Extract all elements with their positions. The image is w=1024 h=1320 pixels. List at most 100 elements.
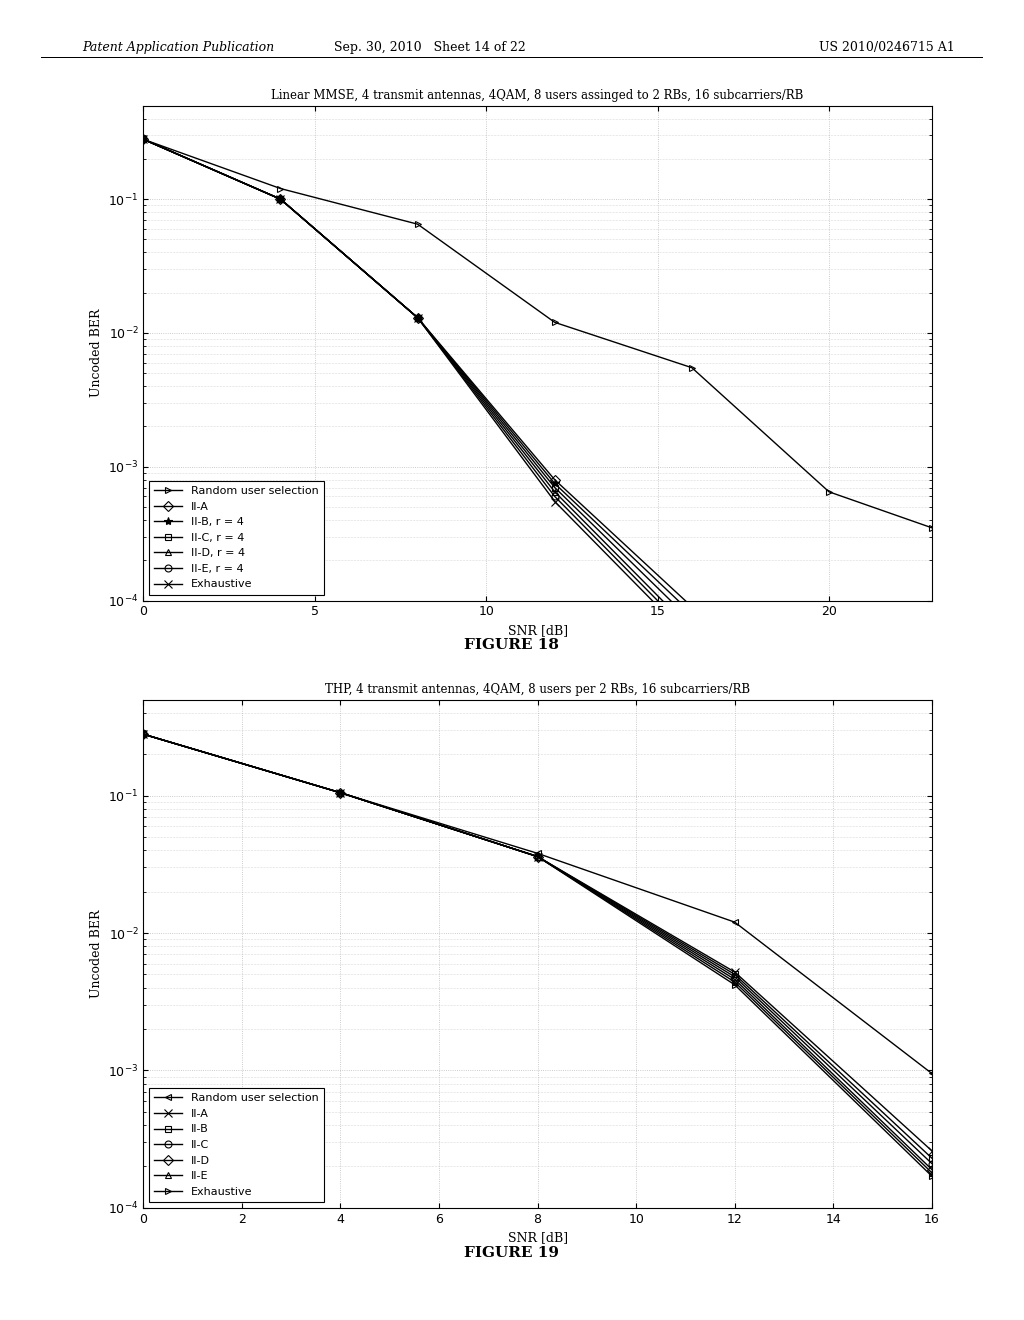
Legend: Random user selection, II-A, II-B, II-C, II-D, II-E, Exhaustive: Random user selection, II-A, II-B, II-C,… [148,1088,325,1203]
II-D [926,1162,938,1177]
II-D [531,849,544,865]
Line: II-B: II-B [140,731,935,1162]
Line: II-E: II-E [140,731,935,1176]
Random user selection [926,1065,938,1081]
Line: Exhaustive: Exhaustive [139,135,936,771]
II-C, r = 4 [137,132,150,148]
Exhaustive [137,132,150,148]
II-E, r = 4 [137,132,150,148]
Exhaustive [334,785,346,801]
Text: Patent Application Publication: Patent Application Publication [82,41,274,54]
II-D, r = 4 [823,733,836,748]
II-C, r = 4 [926,743,938,759]
Y-axis label: Uncoded BER: Uncoded BER [89,909,102,998]
Exhaustive [926,1168,938,1184]
II-A [729,964,741,979]
II-C, r = 4 [549,479,561,495]
II-D [137,726,150,742]
II-C, r = 4 [274,191,287,207]
II-B, r = 4 [926,738,938,754]
II-A [823,715,836,731]
II-C, r = 4 [412,310,424,326]
Line: Random user selection: Random user selection [140,136,935,531]
Exhaustive [823,743,836,759]
II-C [137,726,150,742]
II-E, r = 4 [823,738,836,754]
II-C [729,969,741,985]
Line: II-D: II-D [140,731,935,1173]
Title: Linear MMSE, 4 transmit antennas, 4QAM, 8 users assinged to 2 RBs, 16 subcarrier: Linear MMSE, 4 transmit antennas, 4QAM, … [271,88,804,102]
II-B [137,726,150,742]
II-B, r = 4 [549,475,561,491]
Text: US 2010/0246715 A1: US 2010/0246715 A1 [819,41,955,54]
II-E, r = 4 [412,310,424,326]
Random user selection [274,181,287,197]
Line: Random user selection: Random user selection [140,731,935,1077]
II-C [531,849,544,865]
II-A [531,849,544,865]
Exhaustive [729,977,741,993]
Exhaustive [926,758,938,774]
Line: II-B, r = 4: II-B, r = 4 [139,135,936,750]
Line: II-E, r = 4: II-E, r = 4 [140,136,935,766]
Text: FIGURE 18: FIGURE 18 [465,638,559,652]
Random user selection [334,785,346,801]
II-C, r = 4 [823,726,836,742]
II-D, r = 4 [686,622,698,638]
II-C [334,785,346,801]
II-C [926,1155,938,1171]
Exhaustive [686,634,698,649]
II-B, r = 4 [412,310,424,326]
Random user selection [549,314,561,330]
II-E, r = 4 [926,754,938,770]
Random user selection [137,132,150,148]
II-A [686,599,698,615]
Title: THP, 4 transmit antennas, 4QAM, 8 users per 2 RBs, 16 subcarriers/RB: THP, 4 transmit antennas, 4QAM, 8 users … [325,682,751,696]
Line: II-A: II-A [139,730,936,1155]
II-A [926,733,938,748]
II-A [274,191,287,207]
Exhaustive [549,494,561,510]
II-B [334,785,346,801]
II-A [412,310,424,326]
Text: Sep. 30, 2010   Sheet 14 of 22: Sep. 30, 2010 Sheet 14 of 22 [334,41,526,54]
Random user selection [531,845,544,861]
X-axis label: SNR [dB]: SNR [dB] [508,624,567,638]
Line: Exhaustive: Exhaustive [140,731,935,1180]
Text: FIGURE 19: FIGURE 19 [465,1246,559,1261]
Exhaustive [412,310,424,326]
Exhaustive [531,849,544,865]
II-B [926,1150,938,1166]
Line: II-D, r = 4: II-D, r = 4 [140,136,935,760]
II-A [334,785,346,801]
Random user selection [729,915,741,931]
II-E, r = 4 [549,488,561,504]
Exhaustive [137,726,150,742]
II-C, r = 4 [686,614,698,630]
II-B, r = 4 [823,721,836,737]
II-B, r = 4 [137,132,150,148]
II-B, r = 4 [686,606,698,622]
Random user selection [926,520,938,536]
Line: II-C: II-C [140,731,935,1167]
Random user selection [686,360,698,376]
II-D [729,972,741,987]
II-D, r = 4 [549,484,561,500]
II-B [729,966,741,982]
X-axis label: SNR [dB]: SNR [dB] [508,1232,567,1245]
Random user selection [412,216,424,232]
Y-axis label: Uncoded BER: Uncoded BER [89,309,102,397]
II-A [549,471,561,487]
Line: II-C, r = 4: II-C, r = 4 [140,136,935,755]
II-A [137,726,150,742]
II-D, r = 4 [926,748,938,764]
II-E [926,1164,938,1180]
II-E [334,785,346,801]
II-E [531,849,544,865]
II-E [137,726,150,742]
II-D, r = 4 [274,191,287,207]
II-B [531,849,544,865]
II-D, r = 4 [137,132,150,148]
II-E, r = 4 [686,627,698,643]
II-D [334,785,346,801]
